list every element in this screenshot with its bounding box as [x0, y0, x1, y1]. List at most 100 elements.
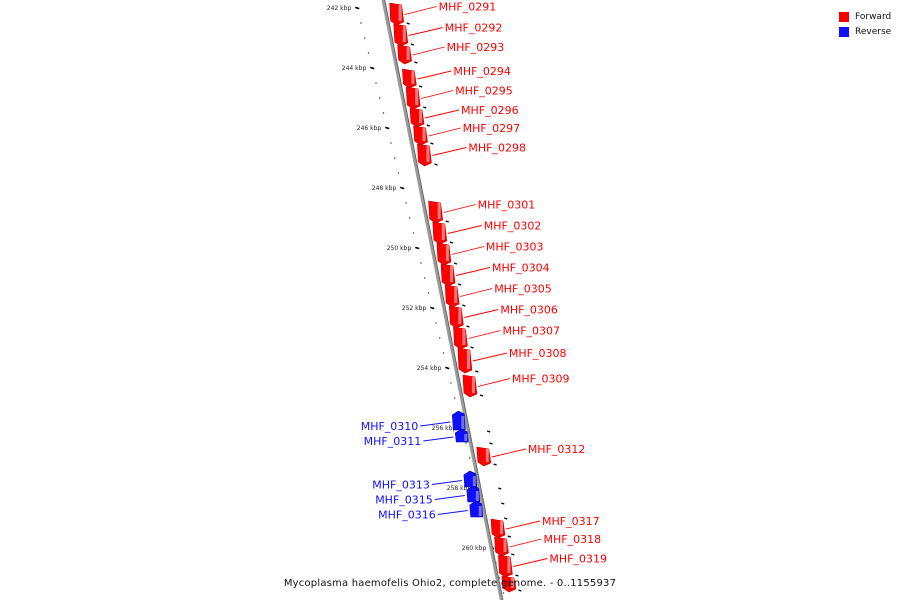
gene-mhf-0301[interactable]: MHF_0301 — [428, 199, 536, 224]
legend: Forward Reverse — [839, 9, 891, 39]
scale-tick-label: 254 kbp — [417, 365, 442, 372]
gene-mhf-0315[interactable]: MHF_0315 — [375, 485, 505, 507]
gene-end-tick — [430, 142, 434, 145]
gene-end-tick — [470, 346, 474, 349]
gene-mhf-0317[interactable]: MHF_0317 — [490, 515, 600, 539]
gene-mhf-0298[interactable]: MHF_0298 — [417, 142, 526, 167]
gene-mhf-0309[interactable]: MHF_0309 — [462, 373, 570, 398]
gene-mhf-0293[interactable]: MHF_0293 — [397, 41, 505, 65]
gene-mhf-0312[interactable]: MHF_0312 — [476, 443, 586, 467]
gene-mhf-0302[interactable]: MHF_0302 — [432, 220, 542, 245]
scale-dot — [435, 322, 437, 324]
gene-mhf-0297[interactable]: MHF_0297 — [413, 122, 521, 146]
gene-mhf-0310[interactable]: MHF_0310 — [361, 410, 491, 433]
gene-mhf-0306[interactable]: MHF_0306 — [449, 304, 558, 329]
gene-end-tick — [518, 589, 522, 592]
gene-mhf-0294[interactable]: MHF_0294 — [402, 65, 511, 89]
gene-highlight — [454, 287, 458, 303]
gene-leader-line — [472, 352, 508, 362]
gene-label[interactable]: MHF_0302 — [484, 220, 542, 233]
gene-highlight — [510, 578, 514, 588]
gene-label[interactable]: MHF_0303 — [486, 241, 544, 254]
gene-mhf-0303[interactable]: MHF_0303 — [436, 241, 544, 266]
gene-end-tick — [466, 325, 470, 328]
gene-highlight — [445, 245, 449, 261]
scale-tick-label: 246 kbp — [357, 125, 382, 132]
gene-end-tick — [489, 442, 493, 445]
scale-dot — [412, 232, 415, 234]
gene-label[interactable]: MHF_0309 — [512, 373, 570, 386]
scale-dot — [409, 217, 411, 219]
gene-label[interactable]: MHF_0306 — [500, 304, 558, 317]
gene-leader-line — [420, 421, 451, 427]
gene-highlight — [437, 203, 441, 219]
gene-label[interactable]: MHF_0319 — [549, 553, 607, 566]
gene-label[interactable]: MHF_0316 — [378, 509, 436, 522]
gene-label[interactable]: MHF_0318 — [544, 533, 602, 546]
gene-end-tick — [449, 241, 454, 244]
gene-label[interactable]: MHF_0308 — [509, 347, 567, 360]
gene-end-tick — [479, 394, 484, 397]
gene-mhf-0292[interactable]: MHF_0292 — [393, 22, 503, 47]
legend-reverse: Reverse — [839, 24, 891, 39]
gene-mhf-0319[interactable]: MHF_0319 — [498, 553, 607, 578]
gene-end-tick — [453, 262, 458, 265]
gene-mhf-0313[interactable]: MHF_0313 — [372, 470, 502, 492]
gene-mhf-0308[interactable]: MHF_0308 — [457, 347, 567, 374]
gene-highlight — [464, 434, 468, 441]
gene-leader-line — [404, 6, 437, 15]
gene-end-tick — [418, 85, 423, 88]
scale-tick — [355, 6, 360, 10]
gene-label[interactable]: MHF_0312 — [528, 443, 586, 456]
gene-label[interactable]: MHF_0304 — [492, 262, 550, 275]
gene-mhf-0311[interactable]: MHF_0311 — [364, 428, 493, 448]
scale-dot — [469, 457, 471, 459]
gene-label[interactable]: MHF_0294 — [453, 65, 511, 78]
backbone-line — [381, 0, 504, 600]
gene-leader-line — [443, 204, 476, 213]
scale-dot — [502, 592, 505, 594]
scale-dot — [454, 397, 456, 399]
gene-unlabeled[interactable] — [501, 575, 522, 593]
gene-label[interactable]: MHF_0293 — [447, 41, 505, 54]
gene-end-tick — [511, 553, 515, 556]
gene-label[interactable]: MHF_0295 — [455, 85, 513, 98]
scale-dot — [397, 172, 400, 174]
gene-mhf-0318[interactable]: MHF_0318 — [494, 533, 602, 557]
scale-tick-label: 258 kbp — [447, 485, 472, 492]
gene-label[interactable]: MHF_0291 — [439, 1, 497, 14]
gene-mhf-0307[interactable]: MHF_0307 — [453, 325, 560, 350]
gene-label[interactable]: MHF_0292 — [445, 22, 503, 35]
gene-label[interactable]: MHF_0317 — [542, 515, 600, 528]
gene-label[interactable]: MHF_0298 — [468, 142, 526, 155]
gene-highlight — [461, 416, 465, 429]
gene-mhf-0295[interactable]: MHF_0295 — [405, 85, 513, 110]
scale-dot — [364, 37, 366, 39]
gene-label[interactable]: MHF_0307 — [502, 325, 560, 338]
gene-label[interactable]: MHF_0315 — [375, 494, 433, 507]
gene-mhf-0305[interactable]: MHF_0305 — [444, 283, 552, 308]
gene-mhf-0296[interactable]: MHF_0296 — [409, 104, 519, 128]
scale-dot — [390, 142, 392, 144]
gene-leader-line — [505, 520, 541, 530]
gene-highlight — [422, 128, 426, 141]
gene-mhf-0316[interactable]: MHF_0316 — [378, 500, 508, 522]
scale-ruler: 242 kbp 244 kbp 246 kbp 248 kbp 250 kbp 252 k… — [327, 5, 505, 594]
gene-leader-line — [437, 510, 468, 515]
gene-leader-line — [421, 90, 454, 99]
gene-mhf-0291[interactable]: MHF_0291 — [389, 1, 497, 26]
forward-swatch — [839, 11, 849, 22]
gene-label[interactable]: MHF_0297 — [463, 122, 521, 135]
gene-label[interactable]: MHF_0305 — [494, 283, 552, 296]
gene-label[interactable]: MHF_0296 — [461, 104, 519, 117]
gene-end-tick — [423, 106, 427, 109]
gene-mhf-0304[interactable]: MHF_0304 — [440, 262, 550, 287]
scale-dot — [394, 157, 396, 159]
gene-label[interactable]: MHF_0313 — [372, 479, 430, 492]
gene-label[interactable]: MHF_0311 — [364, 435, 422, 448]
gene-label[interactable]: MHF_0310 — [361, 420, 419, 433]
gene-label[interactable]: MHF_0301 — [478, 199, 536, 212]
gene-leader-line — [412, 46, 445, 56]
gene-highlight — [419, 110, 423, 123]
